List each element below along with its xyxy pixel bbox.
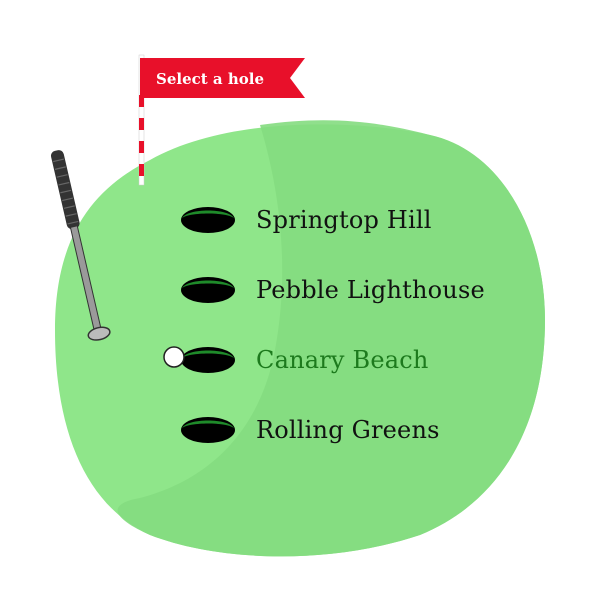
hole-label: Canary Beach xyxy=(256,346,429,374)
golf-hole-icon xyxy=(180,206,236,234)
flag-icon xyxy=(140,58,305,98)
hole-option-canary-beach[interactable]: Canary Beach xyxy=(163,325,560,395)
hole-menu: Springtop Hill Pebble Lighthouse xyxy=(163,185,560,465)
hole-option-springtop-hill[interactable]: Springtop Hill xyxy=(180,185,560,255)
hole-label: Springtop Hill xyxy=(256,206,432,234)
flag-label: Select a hole xyxy=(156,70,264,88)
flag-pole xyxy=(138,54,145,186)
hole-option-pebble-lighthouse[interactable]: Pebble Lighthouse xyxy=(180,255,560,325)
hole-label: Rolling Greens xyxy=(256,416,440,444)
hole-option-rolling-greens[interactable]: Rolling Greens xyxy=(180,395,560,465)
green-shade xyxy=(117,120,545,557)
golf-club-icon xyxy=(50,150,111,341)
golf-ball-icon xyxy=(163,346,185,368)
golf-hole-icon xyxy=(180,416,236,444)
hole-label: Pebble Lighthouse xyxy=(256,276,485,304)
golf-hole-icon xyxy=(163,346,236,374)
golf-hole-icon xyxy=(180,276,236,304)
